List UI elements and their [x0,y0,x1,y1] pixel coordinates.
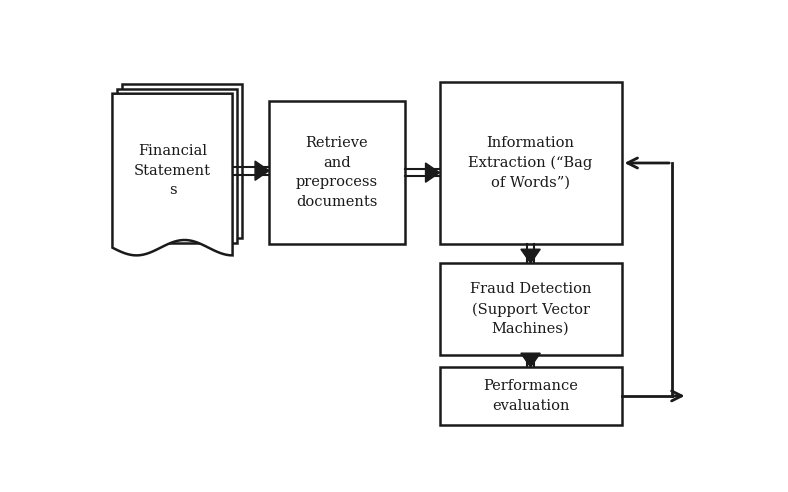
Polygon shape [521,249,541,263]
Text: Fraud Detection
(Support Vector
Machines): Fraud Detection (Support Vector Machines… [470,282,591,336]
Bar [440,263,622,356]
Text: Financial
Statement
s: Financial Statement s [134,144,211,197]
Polygon shape [255,161,269,180]
Polygon shape [426,163,440,182]
Text: Information
Extraction (“Bag
of Words”): Information Extraction (“Bag of Words”) [468,136,593,190]
Text: Performance
evaluation: Performance evaluation [483,379,578,413]
Bar [269,101,404,244]
Polygon shape [521,353,541,367]
Text: Retrieve
and
preprocess
documents: Retrieve and preprocess documents [296,136,378,209]
PathPatch shape [113,93,232,255]
Bar [440,82,622,244]
Bar [117,89,237,243]
Bar [122,85,242,239]
Bar [440,367,622,425]
